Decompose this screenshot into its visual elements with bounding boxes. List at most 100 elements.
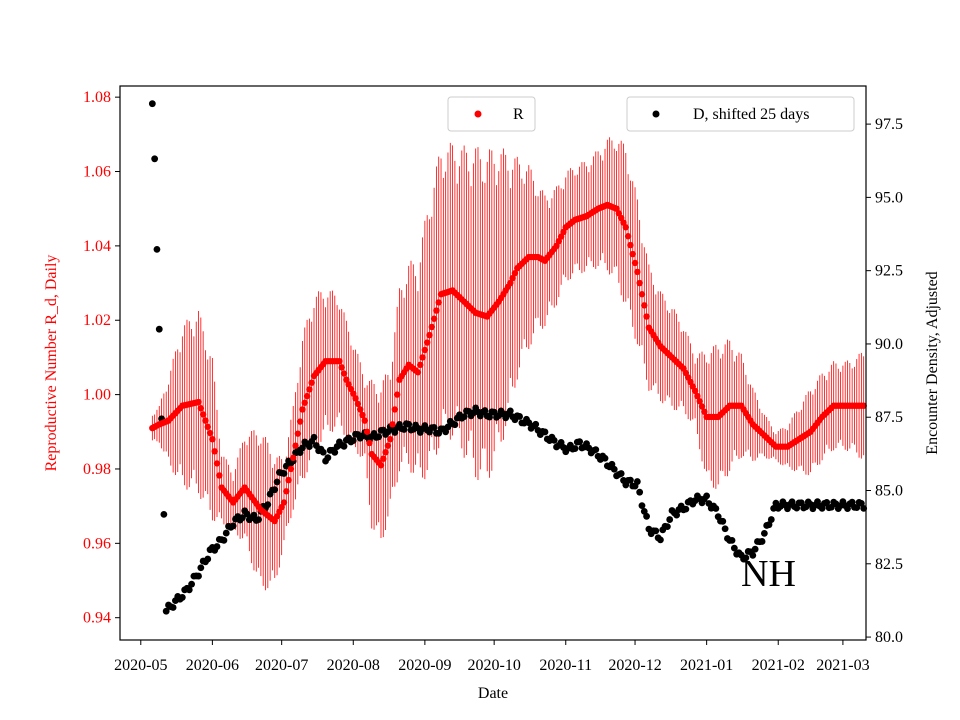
- legend-d-marker: [652, 110, 660, 118]
- y-right-tick-label: 85.0: [875, 483, 903, 500]
- r-point: [511, 269, 519, 277]
- d-point: [375, 433, 383, 441]
- r-point: [384, 442, 392, 449]
- d-point: [550, 436, 558, 444]
- y-left-tick-label: 0.98: [83, 461, 111, 478]
- r-point: [338, 364, 345, 371]
- r-point: [423, 339, 431, 346]
- d-point: [153, 245, 161, 253]
- d-point: [195, 572, 202, 580]
- d-point: [243, 510, 251, 518]
- r-point: [195, 398, 202, 406]
- d-point: [617, 470, 625, 477]
- y-right-tick-label: 95.0: [875, 189, 903, 206]
- d-point: [151, 155, 159, 163]
- r-point: [435, 299, 442, 306]
- d-point: [610, 465, 618, 473]
- d-point: [793, 504, 801, 512]
- x-tick-label: 2020-07: [255, 657, 308, 674]
- r-point: [285, 476, 292, 484]
- d-point: [162, 607, 170, 615]
- d-point: [250, 511, 258, 519]
- r-point: [428, 323, 435, 331]
- series-r-points: [149, 201, 867, 525]
- x-tick-label: 2020-10: [467, 657, 520, 674]
- y-right-tick-label: 97.5: [875, 116, 903, 133]
- r-point: [356, 406, 364, 413]
- r-point: [204, 423, 211, 431]
- d-point: [155, 325, 163, 333]
- d-point: [324, 454, 332, 462]
- d-point: [160, 511, 168, 518]
- d-point: [430, 424, 438, 431]
- r-point: [701, 408, 708, 415]
- y-axis-right-title: Encounter Density, Adjusted: [924, 271, 941, 454]
- y-right-tick-label: 80.0: [875, 629, 903, 646]
- x-tick-label: 2020-08: [327, 657, 380, 674]
- y-right-tick-label: 90.0: [875, 336, 903, 353]
- d-point: [239, 514, 246, 522]
- legend-d: D, shifted 25 days: [626, 96, 855, 132]
- d-point: [703, 492, 711, 500]
- y-left-tick-label: 0.96: [83, 535, 111, 552]
- d-point: [627, 476, 634, 484]
- x-tick-label: 2020-12: [608, 657, 661, 674]
- d-point: [280, 470, 288, 477]
- d-point: [229, 522, 237, 530]
- d-point: [486, 413, 493, 421]
- r-point: [622, 224, 630, 231]
- r-point: [290, 454, 297, 462]
- d-point: [860, 505, 868, 512]
- d-point: [749, 552, 757, 559]
- d-point: [204, 555, 212, 563]
- d-point: [273, 478, 281, 486]
- y-right-tick-label: 87.5: [875, 409, 903, 426]
- d-point: [633, 478, 641, 485]
- r-point: [382, 449, 389, 456]
- r-point: [366, 439, 373, 447]
- r-point: [209, 436, 216, 443]
- d-point: [719, 517, 727, 525]
- legend-d-label: D, shifted 25 days: [693, 106, 809, 123]
- d-point: [264, 501, 272, 509]
- r-point: [352, 395, 359, 402]
- r-point: [634, 268, 641, 276]
- d-point: [636, 488, 644, 496]
- r-point: [287, 465, 295, 473]
- d-point: [331, 448, 339, 456]
- r-point: [206, 429, 214, 437]
- r-point: [419, 354, 426, 361]
- r-point: [426, 331, 433, 339]
- d-point: [666, 516, 674, 523]
- d-point: [728, 536, 736, 544]
- d-point: [742, 554, 750, 562]
- legend-r-label: R: [513, 106, 524, 123]
- d-point: [643, 512, 650, 520]
- r-point: [306, 386, 313, 393]
- d-point: [319, 448, 327, 456]
- y-left-tick-label: 1.02: [83, 312, 111, 329]
- x-tick-label: 2020-09: [398, 657, 451, 674]
- d-point: [222, 529, 230, 537]
- d-point: [506, 407, 514, 415]
- d-point: [481, 407, 489, 414]
- y-axis-left-ticks: 0.94 0.96 0.98 1.00 1.02 1.04 1.06 1.08: [83, 89, 120, 627]
- d-point: [197, 564, 205, 572]
- d-point: [576, 438, 584, 446]
- d-point: [541, 428, 549, 436]
- r-point: [641, 302, 648, 309]
- r-point: [624, 233, 632, 240]
- r-point: [636, 279, 643, 287]
- x-tick-label: 2021-01: [680, 657, 733, 674]
- d-point: [405, 420, 413, 428]
- d-point: [148, 100, 156, 108]
- r-point: [430, 315, 438, 322]
- r-point: [340, 370, 348, 377]
- d-point: [188, 580, 195, 588]
- r-point: [336, 357, 343, 365]
- plot-frame: [119, 85, 867, 641]
- y-axis-right-ticks: 80.0 82.5 85.0 87.5 90.0 92.5 95.0 97.5: [866, 116, 903, 646]
- r-point: [694, 392, 701, 400]
- d-point: [169, 604, 177, 611]
- r-point: [197, 405, 205, 412]
